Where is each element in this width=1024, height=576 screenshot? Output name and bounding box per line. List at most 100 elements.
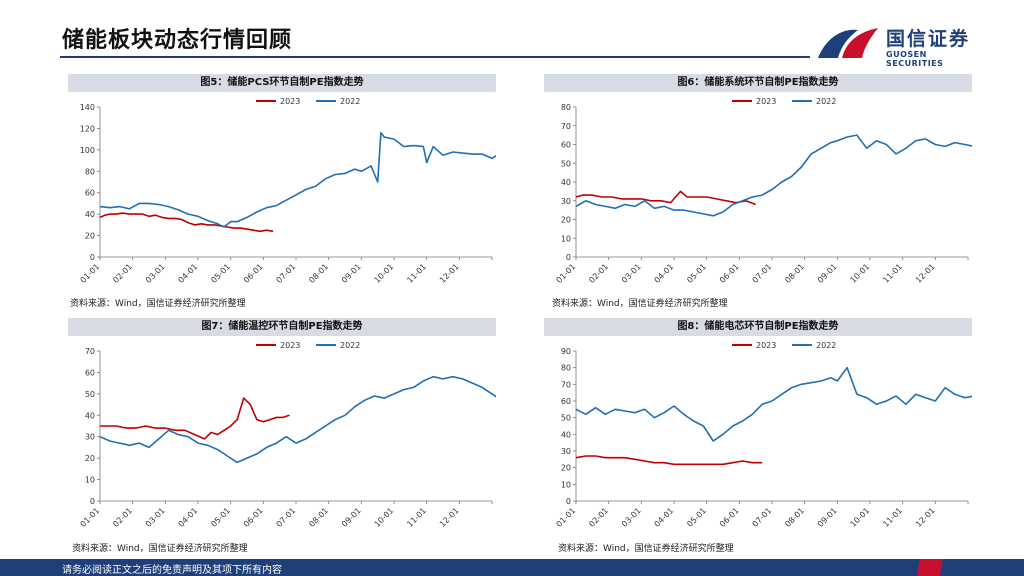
- x-tick-label: 06-01: [242, 506, 265, 529]
- page-title: 储能板块动态行情回顾: [62, 28, 293, 53]
- y-tick-label: 10: [561, 480, 571, 489]
- source-note-fig5: 资料来源：Wind，国信证券经济研究所整理: [70, 299, 246, 309]
- y-tick-label: 30: [85, 433, 95, 442]
- footer-bar: 请务必阅读正文之后的免责声明及其项下所有内容: [0, 559, 1024, 576]
- y-tick-label: 10: [85, 476, 95, 485]
- y-tick-label: 90: [561, 347, 571, 356]
- x-tick-label: 04-01: [653, 506, 676, 529]
- x-tick-label: 11-01: [881, 506, 904, 529]
- y-tick-label: 50: [85, 390, 95, 399]
- y-tick-label: 0: [90, 253, 95, 262]
- series-line-2023: [575, 190, 756, 206]
- y-tick-label: 20: [561, 464, 571, 473]
- x-tick-label: 03-01: [620, 262, 643, 285]
- y-tick-label: 60: [85, 368, 95, 377]
- y-tick-label: 50: [561, 414, 571, 423]
- x-tick-label: 03-01: [144, 506, 167, 529]
- legend-label-2023: 2023: [280, 97, 300, 106]
- chart-heading-fig5: 图5：储能PCS环节自制PE指数走势: [68, 74, 496, 92]
- x-tick-label: 09-01: [816, 506, 839, 529]
- x-tick-label: 02-01: [587, 506, 610, 529]
- x-tick-label: 02-01: [111, 262, 134, 285]
- x-tick-label: 09-01: [816, 262, 839, 285]
- y-tick-label: 70: [85, 347, 95, 356]
- y-tick-label: 50: [561, 159, 571, 168]
- series-line-2022: [575, 366, 972, 442]
- y-tick-label: 0: [90, 497, 95, 506]
- x-tick-label: 05-01: [685, 506, 708, 529]
- chart-fig6-system-pe: 0 10 20 30 40 50 60 70 80 01-01 02-01 03-01 04-01 05-…: [555, 97, 972, 285]
- y-tick-label: 40: [85, 411, 95, 420]
- x-tick-label: 06-01: [718, 506, 741, 529]
- y-tick-label: 20: [85, 232, 95, 241]
- series-line-2022: [99, 131, 496, 228]
- x-tick-label: 04-01: [653, 262, 676, 285]
- y-tick-label: 20: [85, 454, 95, 463]
- x-tick-label: 05-01: [209, 262, 232, 285]
- x-tick-label: 07-01: [751, 506, 774, 529]
- legend-label-2022: 2022: [816, 97, 836, 106]
- x-tick-label: 12-01: [914, 506, 937, 529]
- x-tick-label: 06-01: [242, 262, 265, 285]
- y-tick-label: 60: [85, 189, 95, 198]
- legend-label-2022: 2022: [340, 341, 360, 350]
- chart-fig5-pcs-pe: 0 20 40 60 80 100 120 140 01-01 02-01 03-01 04-01 05…: [79, 97, 496, 285]
- y-tick-label: 30: [561, 197, 571, 206]
- x-tick-label: 10-01: [849, 506, 872, 529]
- x-tick-label: 08-01: [307, 262, 330, 285]
- x-tick-label: 11-01: [881, 262, 904, 285]
- x-tick-label: 01-01: [79, 506, 102, 529]
- title-underline: [60, 56, 810, 58]
- y-tick-label: 30: [561, 447, 571, 456]
- x-tick-label: 12-01: [438, 262, 461, 285]
- chart-heading-fig7: 图7：储能温控环节自制PE指数走势: [68, 318, 496, 336]
- series-line-2023: [100, 397, 290, 440]
- y-tick-label: 40: [561, 430, 571, 439]
- footer-accent-stripe: [874, 559, 1024, 576]
- y-tick-label: 40: [561, 178, 571, 187]
- y-tick-label: 20: [561, 216, 571, 225]
- x-tick-label: 07-01: [275, 262, 298, 285]
- x-tick-label: 11-01: [405, 506, 428, 529]
- y-tick-label: 80: [85, 167, 95, 176]
- guosen-logo: 国信证券 GUOSEN SECURITIES: [812, 18, 982, 68]
- x-tick-label: 04-01: [177, 506, 200, 529]
- x-tick-label: 09-01: [340, 506, 363, 529]
- source-note-fig7: 资料来源：Wind，国信证券经济研究所整理: [72, 544, 248, 554]
- source-note-fig8: 资料来源：Wind，国信证券经济研究所整理: [558, 544, 734, 554]
- y-tick-label: 80: [561, 103, 571, 112]
- x-tick-label: 01-01: [79, 262, 102, 285]
- chart-heading-fig6: 图6：储能系统环节自制PE指数走势: [544, 74, 972, 92]
- x-tick-label: 03-01: [620, 506, 643, 529]
- x-tick-label: 07-01: [275, 506, 298, 529]
- chart-heading-fig8: 图8：储能电芯环节自制PE指数走势: [544, 318, 972, 336]
- footer-disclaimer: 请务必阅读正文之后的免责声明及其项下所有内容: [62, 565, 282, 576]
- series-line-2023: [575, 455, 763, 466]
- x-tick-label: 05-01: [685, 262, 708, 285]
- y-tick-label: 60: [561, 397, 571, 406]
- x-tick-label: 08-01: [307, 506, 330, 529]
- x-tick-label: 10-01: [373, 262, 396, 285]
- x-tick-label: 08-01: [783, 262, 806, 285]
- y-tick-label: 0: [566, 497, 571, 506]
- x-tick-label: 03-01: [144, 262, 167, 285]
- x-tick-label: 12-01: [914, 262, 937, 285]
- x-tick-label: 06-01: [718, 262, 741, 285]
- legend-label-2022: 2022: [340, 97, 360, 106]
- x-tick-label: 05-01: [209, 506, 232, 529]
- y-tick-label: 120: [80, 124, 95, 133]
- y-tick-label: 40: [85, 210, 95, 219]
- y-tick-label: 100: [80, 146, 95, 155]
- y-tick-label: 140: [80, 103, 95, 112]
- x-tick-label: 07-01: [751, 262, 774, 285]
- legend-label-2023: 2023: [756, 341, 776, 350]
- x-tick-label: 01-01: [555, 262, 578, 285]
- y-tick-label: 80: [561, 364, 571, 373]
- guosen-logo-mark-icon: [818, 28, 878, 58]
- y-tick-label: 0: [566, 253, 571, 262]
- x-tick-label: 02-01: [111, 506, 134, 529]
- x-tick-label: 12-01: [438, 506, 461, 529]
- x-tick-label: 08-01: [783, 506, 806, 529]
- y-tick-label: 70: [561, 122, 571, 131]
- series-line-2022: [99, 375, 496, 464]
